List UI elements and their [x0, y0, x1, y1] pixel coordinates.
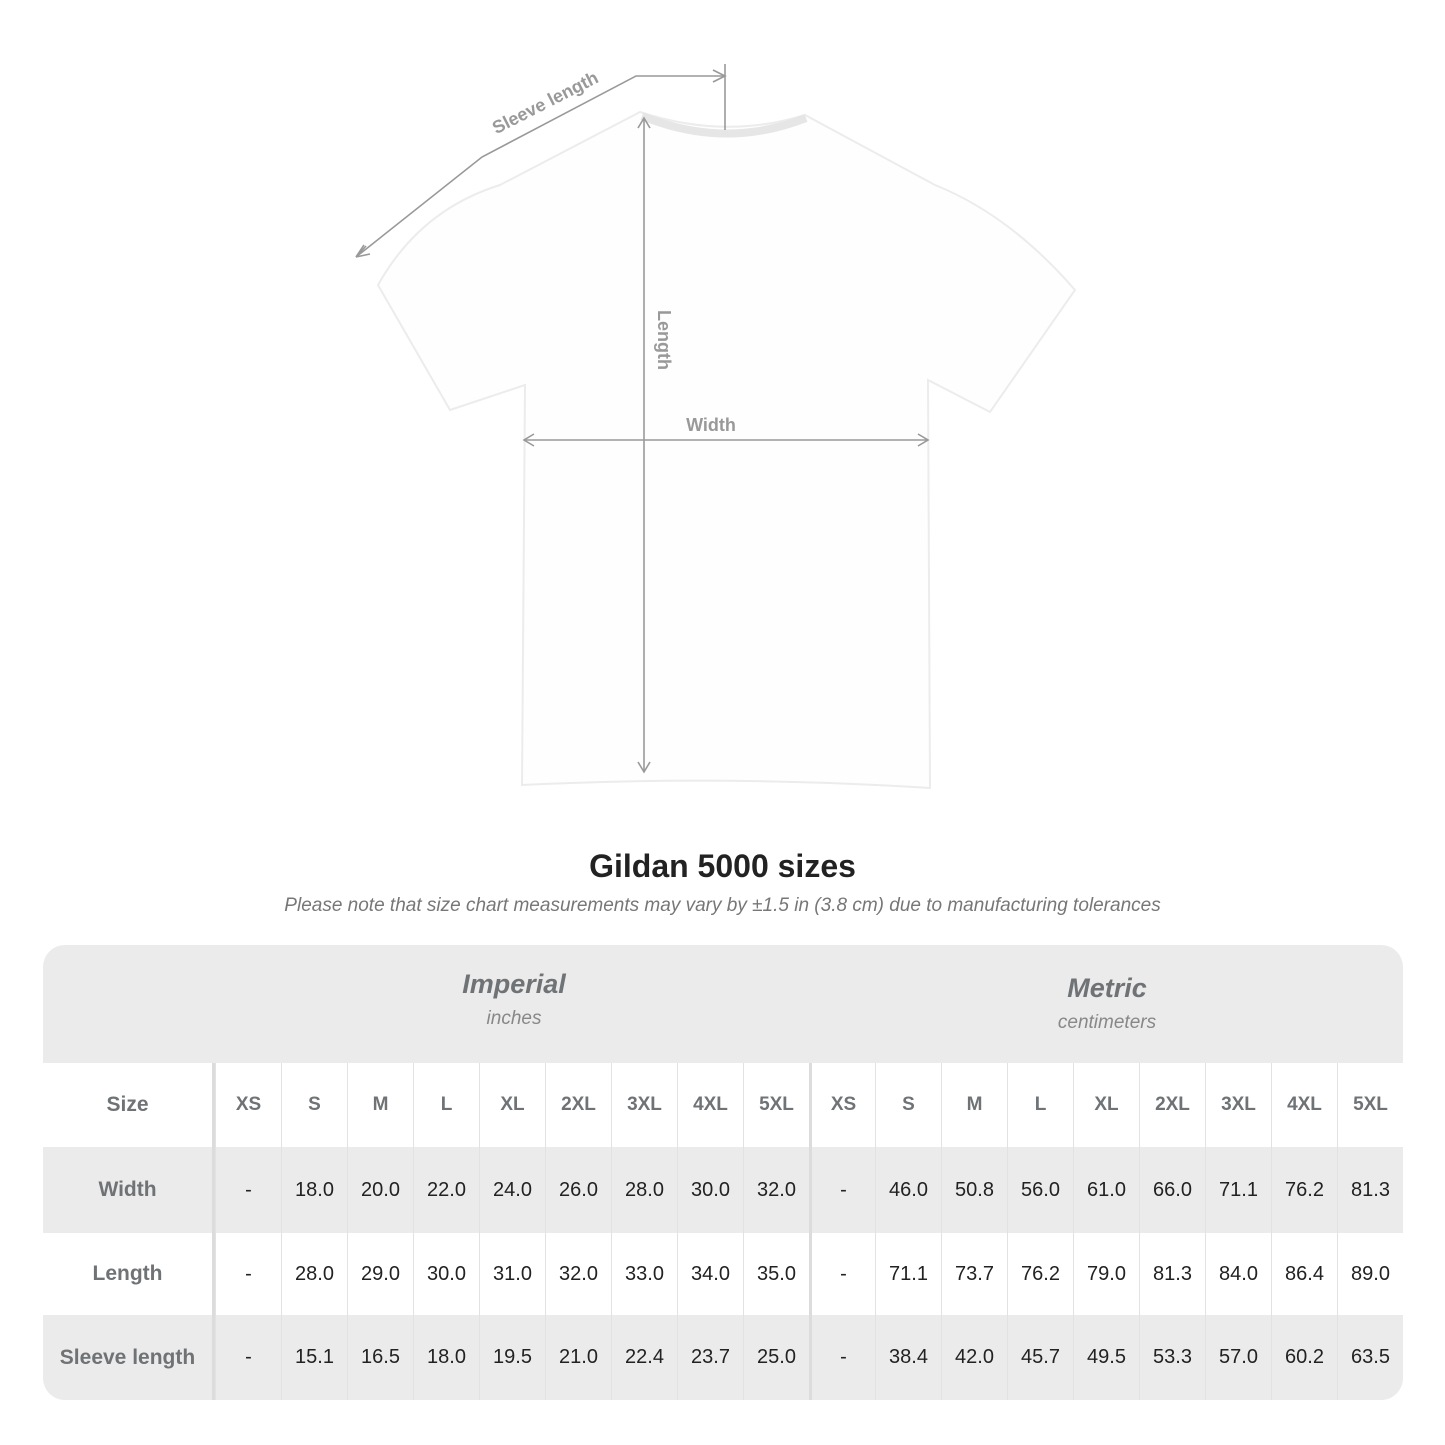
- table-row: Length -28.0 29.0 30.0 31.0 32.0 33.0 34.0 35.0-…: [43, 1233, 1403, 1315]
- table-cell: 71.1: [1205, 1147, 1271, 1233]
- table-cell: 57.0: [1205, 1315, 1271, 1400]
- size-header-cell: L: [1007, 1063, 1073, 1147]
- table-cell: 42.0: [941, 1315, 1007, 1400]
- table-cell: 25.0: [743, 1315, 809, 1400]
- size-header-cell: 5XL: [1337, 1063, 1403, 1147]
- table-row: Width -18.0 20.0 22.0 24.0 26.0 28.0 30.0 32.0-4…: [43, 1147, 1403, 1233]
- table-cell: 66.0: [1139, 1147, 1205, 1233]
- size-header-cell: 4XL: [677, 1063, 743, 1147]
- size-header-cell: XL: [1073, 1063, 1139, 1147]
- table-cell: 22.0: [413, 1147, 479, 1233]
- size-header-cell: 3XL: [611, 1063, 677, 1147]
- imperial-unit: inches: [486, 1008, 542, 1029]
- table-cell: 81.3: [1139, 1233, 1205, 1315]
- table-cell: -: [215, 1315, 281, 1400]
- size-header-cell: 4XL: [1271, 1063, 1337, 1147]
- metric-title: Metric: [1067, 973, 1147, 1003]
- table-cell: 73.7: [941, 1233, 1007, 1315]
- tshirt-shape: [376, 110, 1077, 790]
- table-cell: 30.0: [413, 1233, 479, 1315]
- table-cell: 33.0: [611, 1233, 677, 1315]
- size-header-cell: L: [413, 1063, 479, 1147]
- table-cell: -: [215, 1147, 281, 1233]
- size-header-cell: XS: [215, 1063, 281, 1147]
- table-cell: 76.2: [1007, 1233, 1073, 1315]
- table-cell: 79.0: [1073, 1233, 1139, 1315]
- table-cell: 32.0: [743, 1147, 809, 1233]
- table-cell: 71.1: [875, 1233, 941, 1315]
- table-cell: 35.0: [743, 1233, 809, 1315]
- table-cell: 56.0: [1007, 1147, 1073, 1233]
- sleeve-length-line: [355, 75, 725, 258]
- table-cell: 15.1: [281, 1315, 347, 1400]
- chart-title: Gildan 5000 sizes: [589, 848, 856, 884]
- table-cell: 24.0: [479, 1147, 545, 1233]
- imperial-header: Imperial inches: [217, 945, 811, 1063]
- size-header-row: Size XS S M L XL 2XL 3XL 4XL 5XL XS S M L XL 2XL 3XL 4XL 5…: [43, 1063, 1403, 1147]
- imperial-title: Imperial: [462, 969, 566, 999]
- table-cell: 22.4: [611, 1315, 677, 1400]
- table-cell: 31.0: [479, 1233, 545, 1315]
- size-header-cell: S: [281, 1063, 347, 1147]
- table-cell: 30.0: [677, 1147, 743, 1233]
- table-cell: 76.2: [1271, 1147, 1337, 1233]
- table-cell: 61.0: [1073, 1147, 1139, 1233]
- metric-unit: centimeters: [1057, 1012, 1157, 1033]
- tolerance-note: Please note that size chart measurements…: [284, 895, 1161, 916]
- size-header-cell: M: [347, 1063, 413, 1147]
- table-cell: -: [809, 1315, 875, 1400]
- table-cell: 20.0: [347, 1147, 413, 1233]
- table-cell: 21.0: [545, 1315, 611, 1400]
- size-header-cell: XS: [809, 1063, 875, 1147]
- table-cell: 19.5: [479, 1315, 545, 1400]
- size-header-cell: 2XL: [1139, 1063, 1205, 1147]
- size-label: Size: [43, 1063, 215, 1147]
- table-cell: 45.7: [1007, 1315, 1073, 1400]
- table-cell: 34.0: [677, 1233, 743, 1315]
- size-header-cell: 5XL: [743, 1063, 809, 1147]
- table-cell: 23.7: [677, 1315, 743, 1400]
- table-cell: 29.0: [347, 1233, 413, 1315]
- size-header-cell: XL: [479, 1063, 545, 1147]
- tshirt-diagram: Sleeve length Length Width: [355, 64, 1077, 790]
- size-header-cell: 2XL: [545, 1063, 611, 1147]
- size-header-cell: S: [875, 1063, 941, 1147]
- table-cell: -: [809, 1147, 875, 1233]
- table-cell: 89.0: [1337, 1233, 1403, 1315]
- row-label: Length: [43, 1233, 215, 1315]
- table-cell: 63.5: [1337, 1315, 1403, 1400]
- width-label: Width: [686, 415, 736, 435]
- table-cell: 53.3: [1139, 1315, 1205, 1400]
- tshirt-collar: [640, 112, 808, 138]
- table-cell: 84.0: [1205, 1233, 1271, 1315]
- length-arrowhead-icon: [637, 116, 651, 774]
- size-header-cell: 3XL: [1205, 1063, 1271, 1147]
- table-cell: 50.8: [941, 1147, 1007, 1233]
- table-cell: 28.0: [611, 1147, 677, 1233]
- table-cell: 26.0: [545, 1147, 611, 1233]
- table-cell: 32.0: [545, 1233, 611, 1315]
- table-cell: 60.2: [1271, 1315, 1337, 1400]
- row-label: Sleeve length: [43, 1315, 215, 1400]
- table-cell: 49.5: [1073, 1315, 1139, 1400]
- table-cell: 18.0: [281, 1147, 347, 1233]
- table-cell: 86.4: [1271, 1233, 1337, 1315]
- table-cell: 46.0: [875, 1147, 941, 1233]
- table-cell: 18.0: [413, 1315, 479, 1400]
- size-table: Imperial inches Metric centimeters Size X…: [43, 945, 1403, 1400]
- table-cell: 81.3: [1337, 1147, 1403, 1233]
- length-label: Length: [654, 310, 674, 370]
- table-cell: -: [809, 1233, 875, 1315]
- table-cell: 16.5: [347, 1315, 413, 1400]
- row-label: Width: [43, 1147, 215, 1233]
- table-cell: 28.0: [281, 1233, 347, 1315]
- table-row: Sleeve length -15.1 16.5 18.0 19.5 21.0 22.4 23…: [43, 1315, 1403, 1400]
- sleeve-arrowhead-icon: [355, 69, 727, 258]
- table-cell: -: [215, 1233, 281, 1315]
- metric-header: Metric centimeters: [811, 949, 1403, 1067]
- width-arrowhead-icon: [522, 433, 930, 447]
- table-cell: 38.4: [875, 1315, 941, 1400]
- size-header-cell: M: [941, 1063, 1007, 1147]
